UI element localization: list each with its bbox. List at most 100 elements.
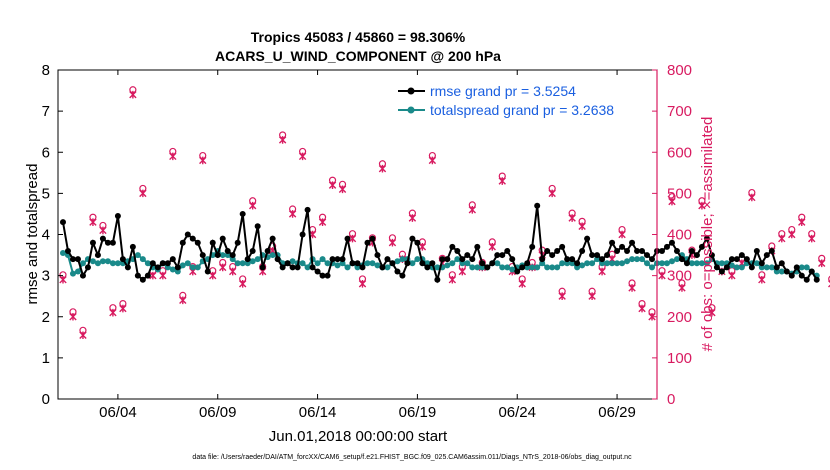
rmse-point [209,239,216,246]
rmse-point [663,243,670,250]
rmse-point [384,256,391,263]
totalspread-point [324,260,331,267]
obs-possible-point [828,275,830,283]
rmse-point [389,260,396,267]
y-left-tick-label: 3 [42,268,50,285]
obs-assimilated-point [698,201,706,210]
rmse-point [324,272,331,279]
totalspread-point [89,258,96,265]
y-axis-right-label: # of obs: o=possible; ×=assimilated [699,117,716,352]
rmse-point [783,268,790,275]
rmse-point [214,252,221,259]
totalspread-point [544,264,551,271]
obs-assimilated-point [99,226,107,235]
totalspread-point [144,260,151,267]
rmse-point [404,260,411,267]
y-left-tick-label: 5 [42,185,50,202]
obs-assimilated-point [578,222,586,231]
totalspread-point [599,260,606,267]
totalspread-point [693,260,700,267]
rmse-point [74,256,81,263]
data-file-footer: data file: /Users/raeder/DAI/ATM_forcXX/… [192,454,632,461]
rmse-point [409,235,416,242]
totalspread-point [449,260,456,267]
totalspread-point [239,260,246,267]
rmse-point [159,260,166,267]
obs-assimilated-point [119,304,127,313]
rmse-point [569,256,576,263]
totalspread-point [139,256,146,263]
rmse-point [499,252,506,259]
totalspread-point [738,264,745,271]
totalspread-point [444,262,451,269]
rmse-point [359,264,366,271]
totalspread-point [409,260,416,267]
x-axis-label: Jun.01,2018 00:00:00 start [269,428,448,445]
totalspread-point [79,260,86,267]
totalspread-point [778,268,785,275]
y-axis-left: 0 1 2 3 4 5 6 7 8 [42,62,63,408]
rmse-series [59,202,820,284]
totalspread-point [339,260,346,267]
rmse-point [299,231,306,238]
x-tick-label: 06/29 [598,404,636,421]
obs-assimilated-point [139,189,147,198]
totalspread-point [69,270,76,277]
obs-assimilated-point [458,267,467,276]
rmse-point [449,243,456,250]
totalspread-point [663,260,670,267]
rmse-point [129,243,136,250]
totalspread-point [109,260,116,267]
rmse-point [554,247,561,254]
rmse-point [509,256,516,263]
totalspread-point [364,260,371,267]
totalspread-point [703,260,710,267]
rmse-point [344,235,351,242]
rmse-point [803,276,810,283]
obs-assimilated-point [748,193,756,202]
rmse-point [599,256,606,263]
rmse-point [673,247,680,254]
rmse-point [309,264,316,271]
rmse-point [144,272,151,279]
obs-assimilated-point [428,156,437,165]
obs-assimilated-point [708,308,716,317]
rmse-point [524,260,531,267]
rmse-point [763,252,770,259]
rmse-point [219,235,226,242]
rmse-point [369,235,376,242]
totalspread-point [634,256,641,263]
rmse-point [319,272,326,279]
totalspread-point [673,256,680,263]
totalspread-point [698,260,705,267]
totalspread-point [184,260,191,267]
obs-assimilated-point [109,308,117,317]
rmse-point [249,247,256,254]
totalspread-point [758,264,765,271]
rmse-point [84,264,91,271]
totalspread-point [549,264,556,271]
obs-assimilated-point [288,210,297,218]
rmse-point [529,243,536,250]
totalspread-point [604,260,611,267]
obs-assimilated-point [658,271,666,280]
obs-assimilated-point [448,275,457,284]
rmse-point [424,264,431,271]
obs-assimilated-point [248,201,257,210]
rmse-point [534,202,541,209]
totalspread-point [798,264,805,271]
obs-assimilated-point [179,296,187,305]
y-left-tick-label: 7 [42,103,50,120]
rmse-point [619,243,626,250]
totalspread-point [609,260,616,267]
totalspread-point [269,252,276,259]
totalspread-point [394,258,401,265]
totalspread-point [524,264,531,271]
totalspread-point [99,258,106,265]
obs-assimilated-point [209,271,217,280]
y-right-tick-label: 700 [667,103,692,120]
rmse-point [644,252,651,259]
rmse-point [658,247,665,254]
chart-title-line1: Tropics 45083 / 45860 = 98.306% [251,29,466,45]
rmse-point [634,247,641,254]
